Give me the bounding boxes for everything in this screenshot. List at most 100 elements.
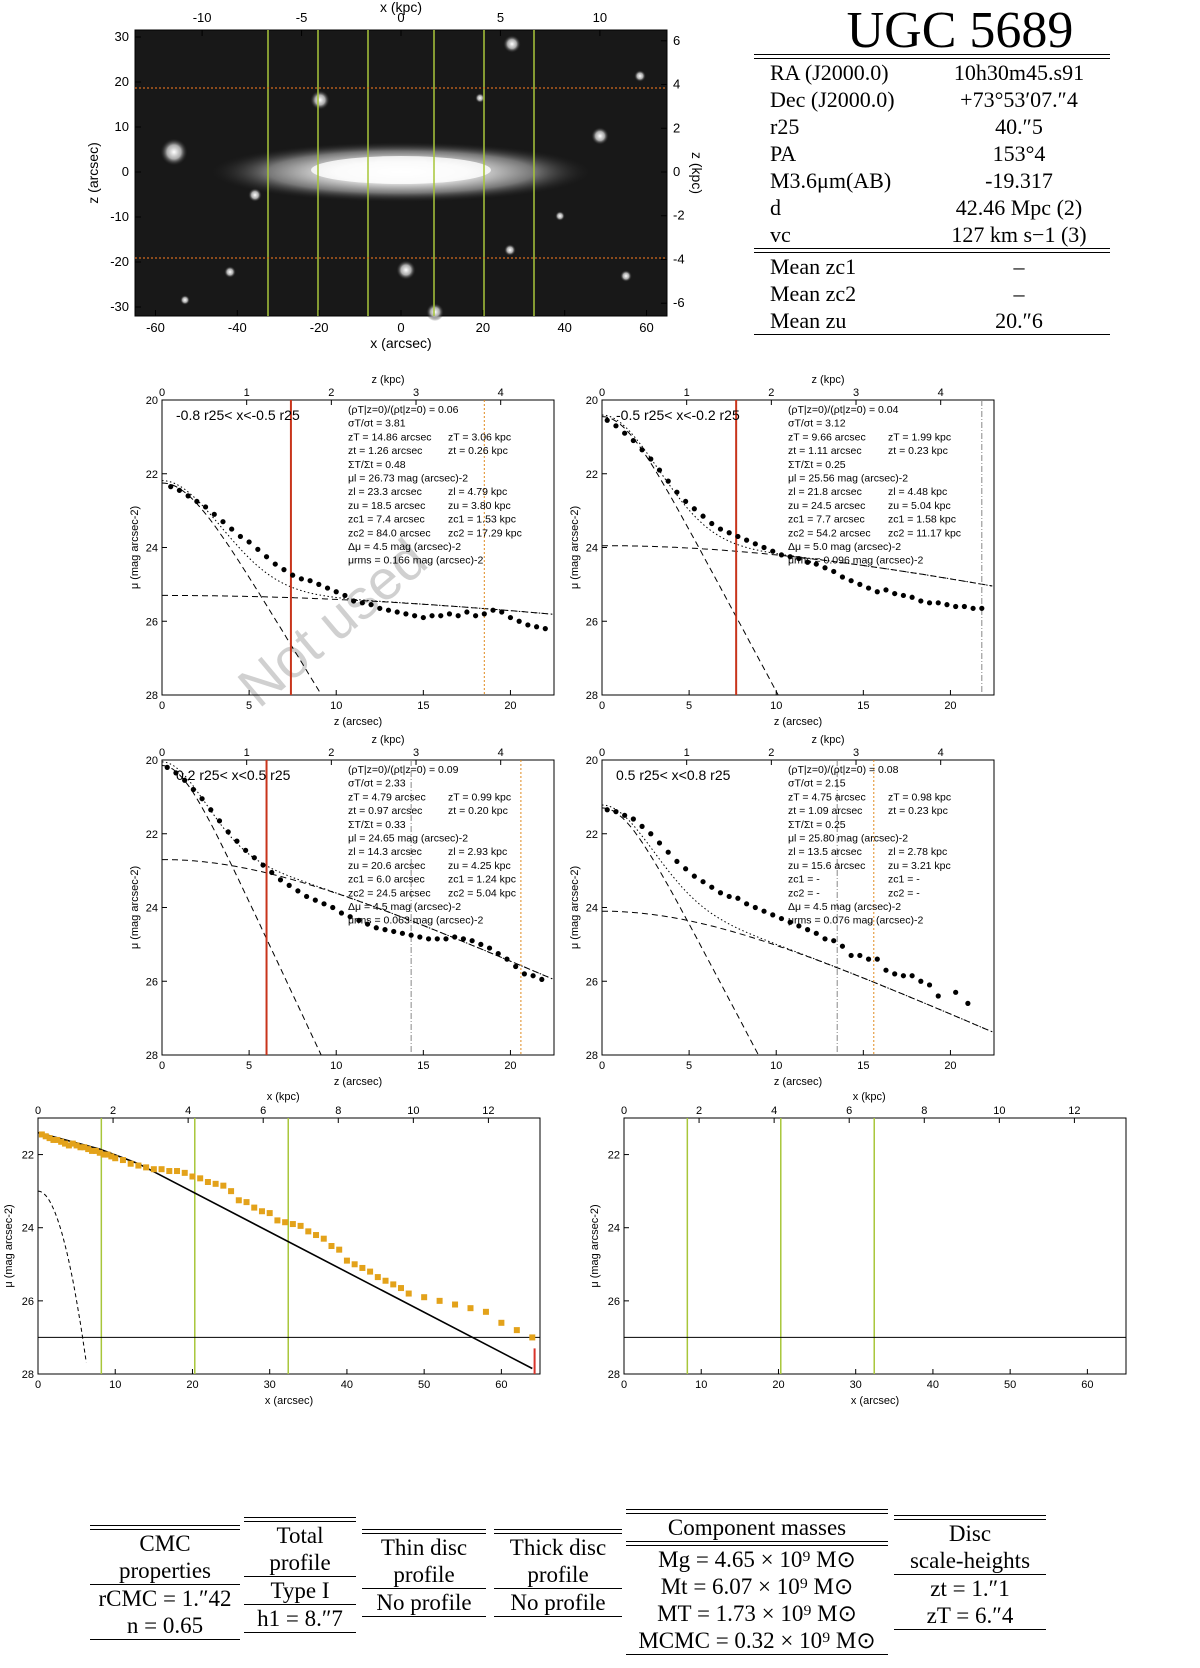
data-point	[796, 555, 802, 562]
data-point	[464, 609, 470, 615]
data-point	[691, 506, 697, 512]
data-point	[622, 430, 628, 436]
data-point	[857, 581, 863, 587]
x-tick-label: 10	[109, 1379, 121, 1391]
data-point	[892, 971, 898, 977]
data-point	[85, 1146, 92, 1153]
data-point	[979, 605, 985, 611]
data-point	[533, 624, 540, 630]
data-point	[822, 936, 828, 942]
data-point	[918, 978, 924, 984]
mass-thick: MT = 1.73 × 10⁹ M⊙	[657, 1601, 857, 1626]
data-point	[166, 1168, 173, 1175]
annotation: zu = 18.5 arcsec	[348, 500, 425, 512]
data-point	[804, 559, 811, 565]
data-point	[613, 809, 619, 815]
data-point	[54, 1136, 61, 1143]
data-point	[874, 956, 880, 962]
property-value: 153°4	[992, 141, 1046, 166]
data-point	[347, 914, 353, 920]
annotation: (ρT|z=0)/(ρt|z=0) = 0.08	[788, 764, 899, 776]
y-tick-label: 22	[586, 469, 598, 481]
data-point	[953, 989, 959, 995]
x-tick-label: 15	[417, 1060, 429, 1072]
total-model	[162, 480, 553, 615]
annotation: ΣT/Σt = 0.25	[788, 459, 846, 471]
x-tick-label: 40	[557, 320, 571, 335]
data-point	[313, 1232, 320, 1239]
annotation: zc2 = 5.04 kpc	[448, 887, 516, 899]
data-point	[604, 417, 610, 423]
x-tick-label: 50	[418, 1379, 430, 1391]
y-tick-label: 22	[22, 1150, 34, 1162]
data-point	[735, 533, 741, 540]
data-point	[525, 622, 531, 628]
region-label: -0.5 r25< x<-0.2 r25	[616, 407, 740, 423]
region-lines	[267, 30, 535, 316]
data-point	[796, 923, 802, 929]
annotation: zc1 = 6.0 arcsec	[348, 874, 425, 886]
annotation: μrms = 0.166 mag (arcsec)-2	[348, 555, 483, 567]
data-point	[709, 884, 715, 890]
data-point	[900, 973, 907, 979]
kpc-tick-label: 1	[244, 747, 250, 759]
data-point	[356, 917, 362, 924]
data-point	[726, 530, 732, 536]
cmc-column: CMC properties rCMC = 1.″42 n = 0.65	[90, 1525, 240, 1640]
y-axis-label: μ (mag arcsec-2)	[570, 506, 581, 589]
y-tick-label: -30	[110, 299, 129, 314]
kpc-tick-label: 0	[621, 1105, 627, 1117]
annotation: μl = 26.73 mag (arcsec)-2	[348, 473, 468, 485]
data-point	[194, 498, 200, 505]
thick-head1: Thick disc	[509, 1535, 607, 1560]
data-point	[452, 934, 458, 940]
data-point	[190, 786, 196, 793]
data-point	[539, 976, 545, 983]
data-point	[176, 487, 183, 493]
data-point	[135, 1162, 142, 1169]
annotation: zt = 0.97 arcsec	[348, 805, 422, 817]
annotation: zu = 15.6 arcsec	[788, 860, 865, 872]
thick-disc-model	[602, 910, 993, 1033]
annotation: zT = 0.99 kpc	[448, 791, 511, 803]
galaxy-title: UGC 5689	[846, 2, 1074, 59]
x-axis-label: x (arcsec)	[851, 1395, 899, 1407]
data-point	[639, 447, 645, 453]
annotation: μl = 25.56 mag (arcsec)-2	[788, 473, 908, 485]
data-point	[290, 572, 296, 578]
data-point	[321, 901, 327, 907]
annotation: μl = 25.80 mag (arcsec)-2	[788, 833, 908, 845]
data-point	[58, 1138, 65, 1145]
zu-lines	[135, 87, 667, 259]
x-tick-label: 30	[850, 1379, 862, 1391]
data-point	[944, 602, 950, 608]
y-tick-label: -20	[110, 254, 129, 269]
mean-row: Mean zc1 –	[754, 253, 1110, 280]
x-tick-label: 50	[1004, 1379, 1016, 1391]
kpc-tick-label: 12	[1068, 1105, 1080, 1117]
y-tick-label: 20	[146, 395, 158, 407]
y-tick-label: 0	[122, 164, 129, 179]
data-point	[429, 613, 435, 619]
data-point	[926, 982, 933, 988]
data-point	[691, 873, 697, 879]
thin-disc-model	[602, 807, 760, 1055]
x-tick-label: 10	[330, 1060, 342, 1072]
data-point	[364, 921, 371, 927]
data-point	[434, 936, 440, 942]
kpc-y-tick-label: -2	[673, 208, 685, 223]
kpc-tick-label: 3	[413, 387, 419, 399]
data-point	[813, 561, 819, 567]
data-point	[639, 823, 645, 829]
kpc-tick-label: 1	[684, 747, 690, 759]
data-point	[312, 897, 318, 903]
x-tick-label: 20	[186, 1379, 198, 1391]
property-row: Dec (J2000.0) +73°53′07.″4	[754, 86, 1110, 113]
annotation: zc1 = 7.7 arcsec	[788, 514, 865, 526]
property-key: vc	[770, 222, 791, 247]
data-point	[822, 565, 828, 571]
summary-table: CMC properties rCMC = 1.″42 n = 0.65 Tot…	[90, 1509, 1120, 1655]
data-point	[307, 578, 313, 584]
property-key: Dec (J2000.0)	[770, 87, 895, 112]
data-point	[143, 1164, 150, 1171]
